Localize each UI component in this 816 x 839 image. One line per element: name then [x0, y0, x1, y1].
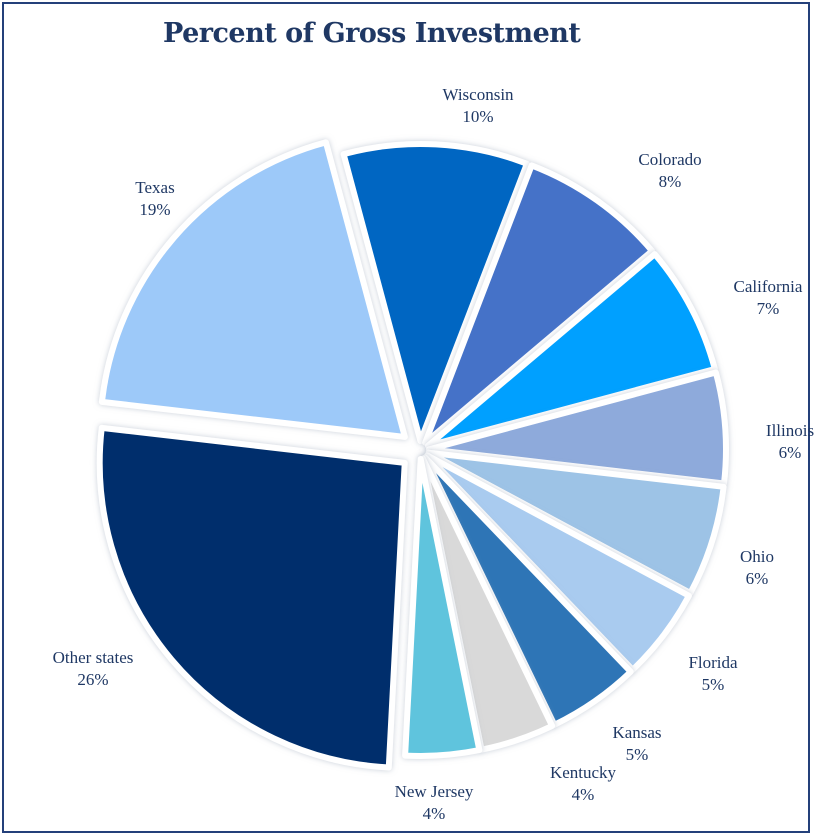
- slice-label-value: 10%: [462, 107, 493, 126]
- slice-label-texas: Texas 19%: [135, 178, 174, 219]
- slice-label-florida: Florida 5%: [688, 653, 738, 694]
- chart-title: Percent of Gross Investment: [163, 18, 581, 49]
- slice-label-name: Florida: [688, 653, 738, 672]
- pie-slice-wisconsin: [340, 141, 530, 445]
- slice-label-name: Texas: [135, 178, 174, 197]
- slice-label-wisconsin: Wisconsin 10%: [442, 85, 514, 126]
- pie-slice-other-states: [96, 424, 408, 771]
- slice-label-name: New Jersey: [395, 782, 474, 801]
- slice-label-name: Colorado: [638, 150, 701, 169]
- slice-label-value: 26%: [77, 670, 108, 689]
- slice-label-new-jersey: New Jersey 4%: [395, 782, 474, 823]
- pie-slice-colorado: [422, 162, 656, 446]
- slice-label-name: California: [734, 277, 803, 296]
- pie-slice-illinois: [425, 369, 729, 487]
- slice-label-name: Kansas: [612, 723, 661, 742]
- slice-label-other-states: Other states 26%: [53, 648, 134, 689]
- slice-label-value: 4%: [423, 804, 446, 823]
- slice-label-kentucky: Kentucky 4%: [550, 763, 617, 804]
- slice-label-value: 8%: [659, 172, 682, 191]
- slice-label-ohio: Ohio 6%: [740, 547, 774, 588]
- slice-label-kansas: Kansas 5%: [612, 723, 661, 764]
- slice-label-value: 19%: [139, 200, 170, 219]
- slice-label-california: California 7%: [734, 277, 803, 318]
- slice-label-value: 5%: [626, 745, 649, 764]
- pie-slice-new-jersey: [402, 455, 483, 759]
- slice-label-value: 6%: [746, 569, 769, 588]
- slice-label-name: Other states: [53, 648, 134, 667]
- slice-label-value: 7%: [757, 299, 780, 318]
- slice-label-name: Kentucky: [550, 763, 617, 782]
- pie-slice-ohio: [425, 449, 727, 597]
- slice-label-illinois: Illinois 6%: [766, 421, 814, 462]
- slice-label-name: Wisconsin: [442, 85, 514, 104]
- slice-label-value: 5%: [702, 675, 725, 694]
- slice-label-colorado: Colorado 8%: [638, 150, 701, 191]
- pie-slice-california: [424, 251, 718, 449]
- slice-label-value: 6%: [779, 443, 802, 462]
- pie-slice-texas: [98, 139, 408, 440]
- slice-label-name: Ohio: [740, 547, 774, 566]
- slice-label-name: Illinois: [766, 421, 814, 440]
- slice-label-value: 4%: [572, 785, 595, 804]
